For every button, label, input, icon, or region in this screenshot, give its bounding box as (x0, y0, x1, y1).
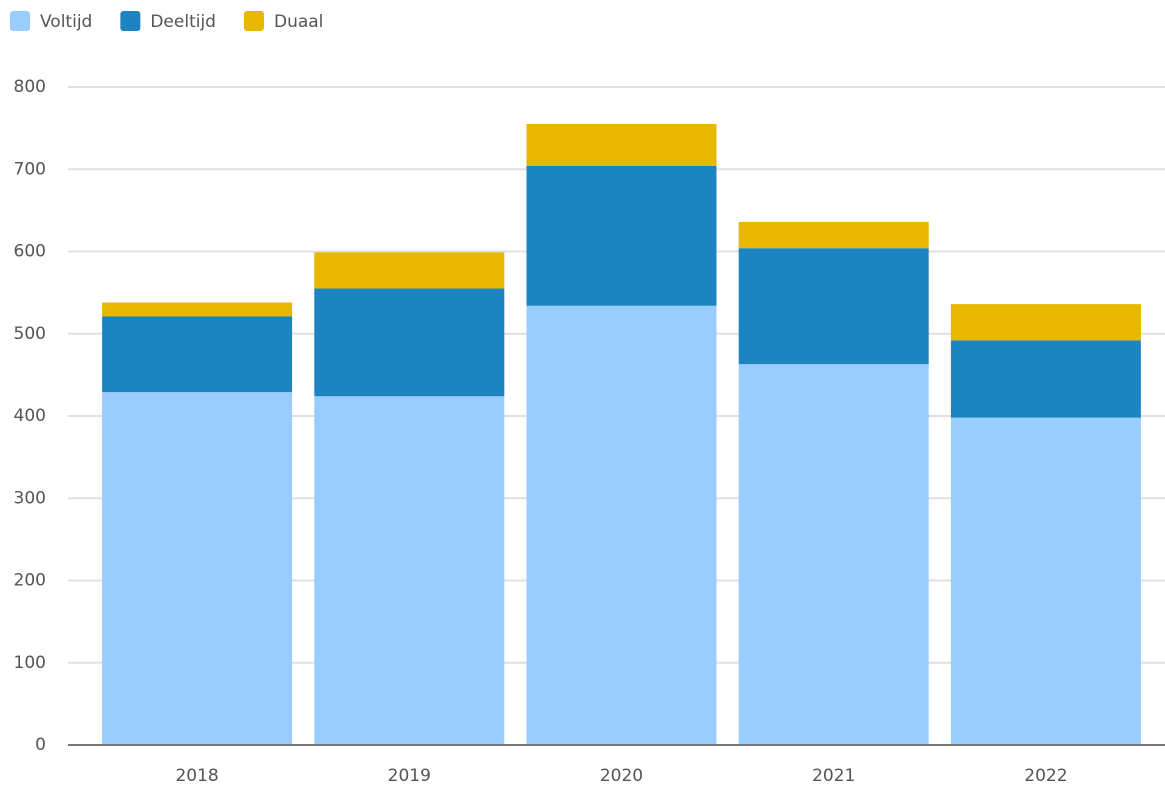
bar-segment (102, 392, 293, 745)
y-tick-label: 400 (14, 406, 46, 426)
bar-segment (738, 221, 929, 249)
bar-segment (102, 302, 293, 317)
bar-segment (950, 304, 1141, 341)
y-tick-label: 700 (14, 159, 46, 179)
bar-segment (738, 364, 929, 745)
bar-segment (738, 248, 929, 365)
legend-label: Deeltijd (150, 12, 216, 32)
y-tick-label: 200 (14, 571, 46, 591)
legend-label: Voltijd (40, 12, 92, 32)
y-tick-label: 500 (14, 324, 46, 344)
bar-segment (526, 165, 717, 306)
y-tick-label: 300 (14, 488, 46, 508)
legend-swatch (120, 11, 141, 31)
legend-label: Duaal (274, 12, 323, 32)
bar-segment (314, 252, 505, 289)
bar-segment (950, 340, 1141, 418)
y-tick-label: 600 (14, 242, 46, 262)
bar-segment (950, 417, 1141, 745)
legend-swatch (243, 11, 264, 31)
bar-segment (526, 305, 717, 745)
y-tick-label: 0 (35, 735, 46, 755)
legend-swatch (10, 11, 30, 31)
bar-segment (314, 288, 505, 397)
y-tick-label: 800 (14, 77, 46, 97)
x-tick-label: 2022 (1024, 766, 1067, 786)
x-tick-label: 2019 (388, 766, 431, 786)
bar-segment (102, 316, 293, 393)
bar-segment (314, 396, 505, 745)
x-tick-label: 2018 (175, 766, 218, 786)
y-tick-label: 100 (14, 653, 46, 673)
bar-segment (526, 124, 717, 166)
x-tick-label: 2021 (812, 766, 855, 786)
x-tick-label: 2020 (600, 766, 643, 786)
